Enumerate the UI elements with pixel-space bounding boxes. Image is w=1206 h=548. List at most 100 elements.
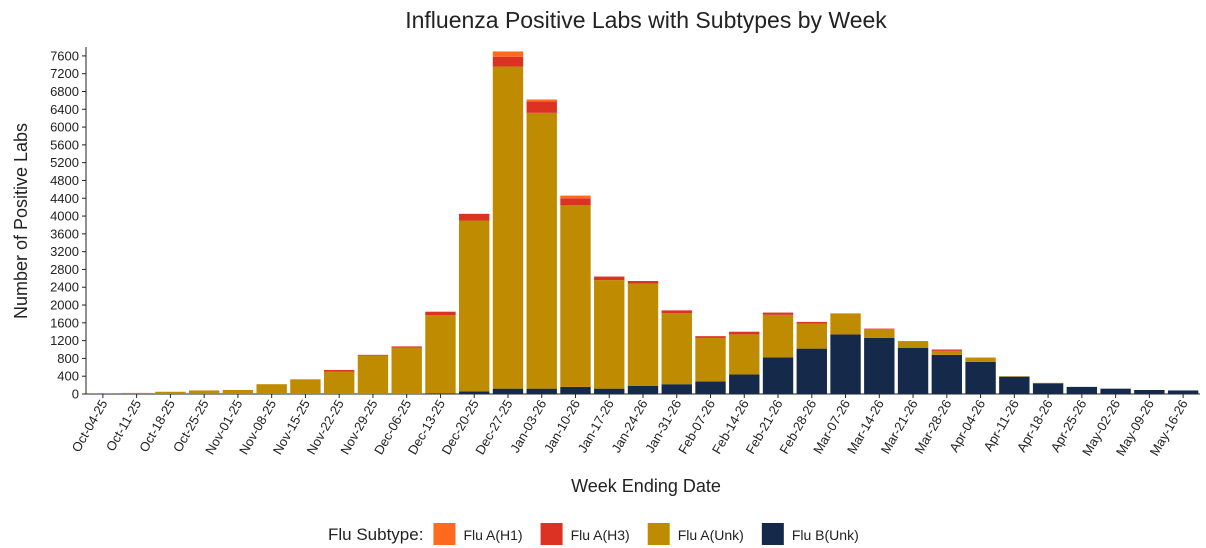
y-tick-label: 6800 (50, 84, 79, 99)
bar-segment (796, 323, 827, 349)
bar-segment (1134, 389, 1165, 394)
bar-segment (864, 337, 895, 394)
bar-segment (695, 381, 726, 394)
bar-segment (762, 312, 794, 315)
y-tick-label: 400 (57, 369, 79, 384)
chart-title: Influenza Positive Labs with Subtypes by… (405, 7, 887, 33)
legend-label: Flu A(H1) (463, 527, 522, 543)
y-tick-label: 0 (72, 387, 79, 402)
bar-segment (526, 388, 557, 394)
y-tick-label: 7600 (50, 48, 79, 63)
bar-segment (830, 334, 861, 394)
x-axis-title: Week Ending Date (571, 476, 721, 496)
bar-segment (121, 392, 152, 394)
y-tick-label: 1200 (50, 333, 79, 348)
bar-segment (796, 321, 827, 324)
bar-segment (526, 99, 557, 102)
bar-segment (627, 385, 659, 394)
bar-segment (965, 361, 996, 394)
y-tick-label: 6000 (50, 120, 79, 135)
legend-label: Flu B(Unk) (792, 527, 859, 543)
bar-segment (594, 280, 625, 389)
bar-segment (492, 388, 524, 394)
legend-swatch (647, 523, 670, 545)
bar-segment (999, 376, 1030, 394)
y-axis-title: Number of Positive Labs (11, 123, 31, 319)
bar-segment (1167, 390, 1199, 394)
y-tick-label: 2400 (50, 280, 79, 295)
bar-segment (188, 390, 220, 394)
bar-segment (425, 315, 456, 394)
bar-segment (627, 281, 659, 284)
bar-segment (492, 56, 524, 67)
y-tick-label: 4000 (50, 209, 79, 224)
bar-segment (155, 391, 186, 394)
y-tick-label: 5600 (50, 137, 79, 152)
bar-segment (897, 341, 929, 348)
bar-segment (762, 314, 794, 358)
bar-segment (87, 393, 119, 394)
bar-segment (729, 374, 760, 394)
y-tick-label: 6400 (50, 102, 79, 117)
bar-segment (391, 347, 422, 394)
bar-segment (762, 357, 794, 394)
bar-segment (864, 329, 895, 338)
y-tick-label: 800 (57, 351, 79, 366)
bar-segment (357, 354, 389, 356)
bar-segment (796, 348, 827, 394)
bar-segment (594, 276, 625, 281)
legend-swatch (433, 523, 456, 545)
bar-segment (661, 313, 692, 385)
bar-segment (425, 311, 456, 316)
y-tick-label: 1600 (50, 315, 79, 330)
bar-segment (391, 346, 422, 348)
bar-segment (560, 198, 591, 206)
bar-segment (931, 349, 963, 351)
bar-segment (661, 384, 692, 394)
bar-segment (560, 386, 591, 394)
y-tick-label: 4400 (50, 191, 79, 206)
bar-segment (459, 391, 490, 394)
y-tick-label: 3600 (50, 226, 79, 241)
bar-segment (1066, 386, 1098, 394)
y-tick-label: 7200 (50, 66, 79, 81)
legend-swatch (761, 523, 784, 545)
bar-segment (526, 112, 557, 389)
bar-segment (492, 51, 524, 57)
bar-segment (594, 388, 625, 394)
bar-segment (729, 331, 760, 335)
bar-segment (729, 334, 760, 375)
bar-segment (323, 371, 355, 394)
y-tick-label: 2800 (50, 262, 79, 277)
legend-title: Flu Subtype: (328, 525, 423, 544)
bar-segment (560, 205, 591, 387)
bar-segment (897, 347, 929, 394)
bar-segment (931, 354, 963, 394)
bar-segment (560, 195, 591, 199)
y-tick-label: 3200 (50, 244, 79, 259)
y-tick-label: 5200 (50, 155, 79, 170)
legend-label: Flu A(H3) (571, 527, 630, 543)
bar-segment (526, 101, 557, 113)
bar-segment (459, 220, 490, 392)
bar-segment (323, 369, 355, 372)
bar-segment (290, 379, 321, 394)
bar-segment (695, 336, 726, 338)
legend-swatch (540, 523, 563, 545)
bar-segment (695, 337, 726, 382)
bar-segment (492, 66, 524, 389)
bar-segment (661, 310, 692, 314)
bar-segment (459, 213, 490, 221)
bar-segment (931, 350, 963, 355)
bar-segment (1100, 388, 1131, 394)
bar-segment (965, 357, 996, 362)
legend-label: Flu A(Unk) (678, 527, 744, 543)
bar-segment (256, 384, 287, 394)
bar-segment (627, 283, 659, 386)
y-tick-label: 4800 (50, 173, 79, 188)
bar-segment (830, 313, 861, 335)
y-tick-label: 2000 (50, 298, 79, 313)
bar-segment (222, 389, 254, 394)
bar-segment (1032, 383, 1064, 394)
